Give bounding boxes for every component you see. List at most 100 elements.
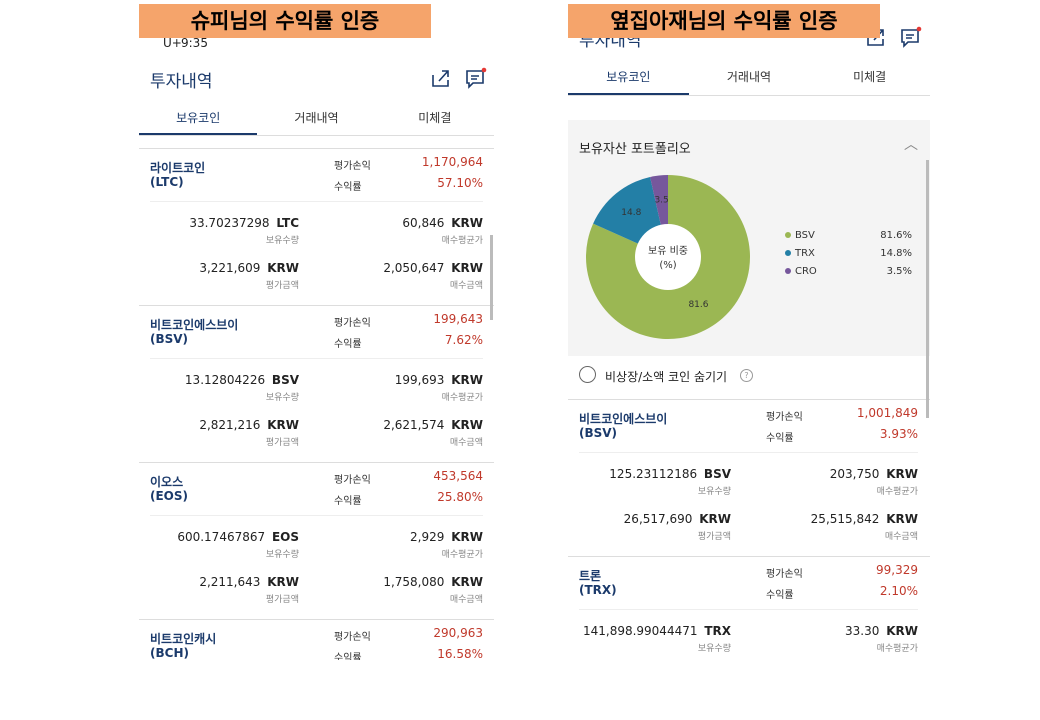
amount: 141,898.99044471: [582, 624, 698, 638]
status-time: 9:35: [181, 36, 208, 50]
divider: [139, 462, 494, 463]
avg-price: 60,846 KRW: [223, 216, 483, 230]
amount: 2,821,216: [199, 418, 261, 432]
hide-small-label[interactable]: 비상장/소액 코인 숨기기: [605, 370, 728, 384]
sub-label: 매수평균가: [441, 393, 483, 403]
amount: 2,050,647: [383, 261, 445, 275]
divider: [139, 148, 494, 149]
divider: [150, 515, 483, 516]
sub-label: 평가금액: [265, 438, 299, 448]
pnl-value: 1,170,964: [421, 155, 483, 169]
return-value: 7.62%: [444, 333, 483, 347]
tab[interactable]: 미체결: [418, 111, 452, 125]
unit: TRX: [704, 624, 731, 638]
divider: [579, 452, 918, 453]
divider: [139, 305, 494, 306]
tab[interactable]: 거래내역: [726, 70, 772, 84]
divider: [150, 201, 483, 202]
center-label: (%): [659, 260, 676, 271]
amount: 2,621,574: [383, 418, 445, 432]
help-icon[interactable]: ?: [740, 369, 753, 382]
unit: LTC: [276, 216, 299, 230]
buy-amount: 1,758,080 KRW: [223, 575, 483, 589]
screen-title: 투자내역: [150, 72, 213, 92]
divider: [139, 133, 258, 135]
divider: [150, 358, 483, 359]
sub-label: 매수평균가: [441, 236, 483, 246]
unit: EOS: [271, 530, 299, 544]
quantity: 13.12804226 BSV: [139, 373, 299, 387]
eval-amount: 2,821,216 KRW: [139, 418, 299, 432]
unit: KRW: [267, 418, 299, 432]
checkbox[interactable]: [579, 366, 596, 383]
unit: KRW: [886, 512, 918, 526]
amount: 26,517,690: [623, 512, 693, 526]
pnl-value: 99,329: [876, 563, 918, 577]
avg-price: 33.30 KRW: [658, 624, 918, 638]
divider: [139, 135, 494, 136]
unit: KRW: [451, 261, 483, 275]
return-value: 25.80%: [437, 490, 483, 504]
divider: [568, 93, 689, 95]
unit: KRW: [451, 216, 483, 230]
tab[interactable]: 미체결: [853, 70, 887, 84]
unit: KRW: [886, 624, 918, 638]
amount: 199,693: [394, 373, 445, 387]
quantity: 125.23112186 BSV: [568, 467, 731, 481]
tab[interactable]: 거래내역: [294, 111, 339, 125]
divider: [139, 619, 494, 620]
pnl-label: 평가손익: [766, 569, 803, 580]
sub-label: 보유수량: [697, 487, 731, 497]
amount: 125.23112186: [609, 467, 698, 481]
scrollbar: [490, 235, 493, 320]
unit: KRW: [267, 261, 299, 275]
amount: 203,750: [829, 467, 880, 481]
unit: KRW: [886, 467, 918, 481]
pnl-label: 평가손익: [334, 161, 371, 172]
coin-symbol: (EOS): [150, 489, 189, 503]
divider: [568, 95, 930, 96]
return-label: 수익률: [334, 182, 362, 193]
banner: 슈피님의 수익률 인증: [139, 4, 431, 38]
amount: 33.30: [845, 624, 880, 638]
header-icons[interactable]: [429, 67, 494, 89]
amount: 2,929: [410, 530, 445, 544]
unit: KRW: [451, 575, 483, 589]
status-carrier: U+: [163, 36, 182, 50]
divider: [568, 399, 930, 400]
tab[interactable]: 보유코인: [606, 70, 651, 84]
pnl-value: 453,564: [433, 469, 483, 483]
coin-name: 트론: [579, 569, 602, 583]
amount: 33.70237298: [189, 216, 270, 230]
avg-price: 199,693 KRW: [223, 373, 483, 387]
slice-label: 3.5: [654, 195, 668, 205]
buy-amount: 2,621,574 KRW: [223, 418, 483, 432]
sub-label: 보유수량: [265, 550, 299, 560]
sub-label: 보유수량: [697, 644, 731, 654]
pnl-label: 평가손익: [334, 318, 371, 329]
return-label: 수익률: [766, 590, 794, 601]
return-value: 2.10%: [879, 584, 918, 598]
unit: KRW: [451, 373, 483, 387]
return-label: 수익률: [334, 653, 362, 660]
unit: KRW: [451, 418, 483, 432]
collapse-icon[interactable]: ︿: [904, 137, 918, 153]
unit: BSV: [703, 467, 731, 481]
avg-price: 2,929 KRW: [223, 530, 483, 544]
legend-dot: [785, 232, 791, 238]
slice-label: 14.8: [621, 208, 641, 218]
sub-label: 매수금액: [449, 595, 483, 605]
coin-name: 이오스: [150, 475, 184, 489]
unit: KRW: [699, 512, 731, 526]
return-label: 수익률: [766, 433, 794, 444]
legend-name: TRX: [794, 248, 815, 259]
amount: 600.17467867: [177, 530, 266, 544]
sub-label: 매수금액: [884, 532, 918, 542]
pnl-label: 평가손익: [334, 475, 371, 486]
quantity: 600.17467867 EOS: [139, 530, 299, 544]
tab[interactable]: 보유코인: [176, 111, 221, 125]
unit: KRW: [267, 575, 299, 589]
sub-label: 매수평균가: [441, 550, 483, 560]
coin-name: 라이트코인: [150, 161, 206, 175]
sub-label: 평가금액: [265, 595, 299, 605]
